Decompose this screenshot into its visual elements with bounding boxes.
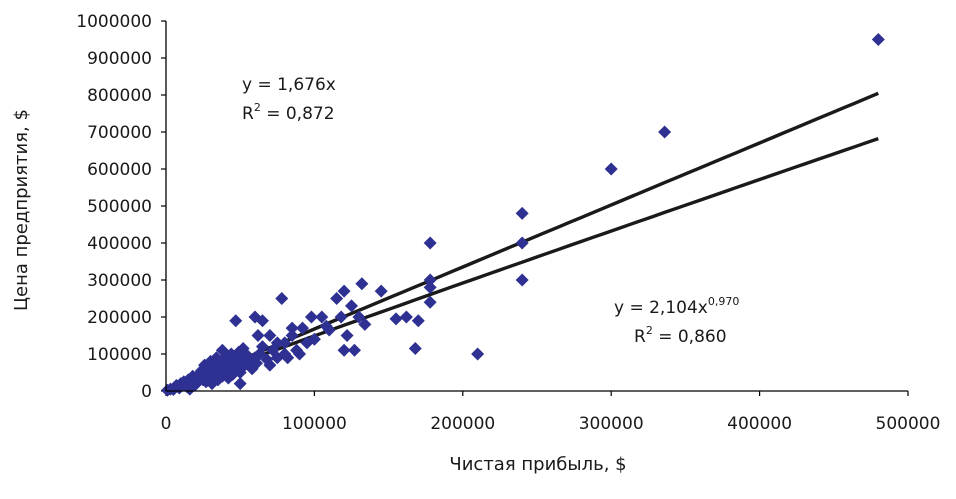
data-point: [270, 336, 284, 350]
data-point: [340, 329, 354, 342]
data-point: [423, 295, 437, 309]
data-points: [160, 33, 885, 397]
data-point: [423, 280, 437, 294]
data-point: [285, 329, 299, 342]
power-trend-r2-value: = 0,860: [653, 327, 727, 347]
data-point: [255, 314, 269, 328]
data-point: [285, 321, 299, 335]
data-point: [293, 347, 307, 361]
power-trend-equation-exponent: 0,970: [708, 295, 740, 308]
data-point: [233, 377, 247, 391]
x-tick-label: 0: [161, 414, 172, 434]
power-trend-equation-base: y = 2,104x: [614, 298, 708, 318]
data-point: [337, 284, 351, 298]
y-tick-label: 200000: [87, 308, 152, 328]
data-point: [334, 310, 348, 324]
data-point: [471, 347, 485, 361]
data-point: [304, 310, 318, 324]
y-tick-label: 600000: [87, 160, 152, 180]
data-point: [399, 310, 413, 324]
x-tick-label: 200000: [430, 414, 495, 434]
data-point: [337, 343, 351, 357]
data-point: [389, 312, 403, 326]
x-axis-title: Чистая прибыль, $: [449, 454, 626, 475]
x-tick-label: 400000: [727, 414, 792, 434]
x-tick-label: 300000: [579, 414, 644, 434]
y-tick-label: 100000: [87, 345, 152, 365]
data-point: [248, 310, 262, 324]
power-trend-r2-prefix: R: [634, 327, 646, 347]
y-axis-ticks: 0 100000 200000 300000 400000 500000 600000 700…: [76, 12, 166, 402]
data-point: [658, 125, 672, 139]
power-trend-equation: y = 2,104x0,970: [614, 295, 739, 318]
linear-trend-equation: y = 1,676x: [242, 75, 336, 95]
data-point: [352, 310, 366, 324]
power-trend-r2: R2 = 0,860: [634, 324, 727, 347]
data-point: [871, 33, 885, 46]
y-tick-label: 800000: [87, 86, 152, 106]
data-point: [278, 336, 292, 350]
y-tick-label: 1000000: [76, 12, 152, 32]
x-axis-ticks: 0 100000 200000 300000 400000 500000: [161, 391, 941, 434]
linear-trend-r2-value: = 0,872: [261, 104, 335, 124]
data-point: [296, 321, 310, 335]
linear-trend-r2: R2 = 0,872: [242, 101, 335, 124]
data-point: [423, 236, 437, 250]
y-tick-label: 400000: [87, 234, 152, 254]
data-point: [248, 351, 262, 365]
x-tick-label: 500000: [876, 414, 941, 434]
data-point: [307, 332, 321, 346]
data-point: [255, 340, 269, 354]
data-point: [263, 358, 277, 372]
data-point: [251, 329, 265, 342]
data-point: [408, 341, 422, 355]
data-point: [423, 273, 437, 287]
data-point: [411, 314, 425, 328]
x-tick-label: 100000: [282, 414, 347, 434]
data-point: [263, 329, 277, 342]
data-point: [315, 310, 329, 324]
data-point: [515, 236, 529, 250]
power-trend-r2-sup: 2: [646, 324, 653, 337]
data-point: [347, 343, 361, 357]
data-point: [229, 314, 243, 328]
data-point: [515, 273, 529, 287]
data-point: [604, 162, 618, 176]
data-point: [330, 292, 344, 305]
y-tick-label: 500000: [87, 197, 152, 217]
linear-trend-r2-prefix: R: [242, 104, 254, 124]
y-axis-title: Цена предприятия, $: [11, 109, 32, 311]
data-point: [281, 351, 295, 365]
y-tick-label: 900000: [87, 49, 152, 69]
data-point: [355, 277, 369, 291]
linear-trend-r2-sup: 2: [254, 101, 261, 114]
data-point: [322, 323, 336, 337]
data-point: [275, 292, 289, 305]
data-point: [515, 206, 529, 220]
y-tick-label: 300000: [87, 271, 152, 291]
data-point: [374, 284, 388, 298]
y-tick-label: 0: [141, 382, 152, 402]
data-point: [345, 299, 358, 313]
y-tick-label: 700000: [87, 123, 152, 143]
data-point: [358, 317, 372, 331]
